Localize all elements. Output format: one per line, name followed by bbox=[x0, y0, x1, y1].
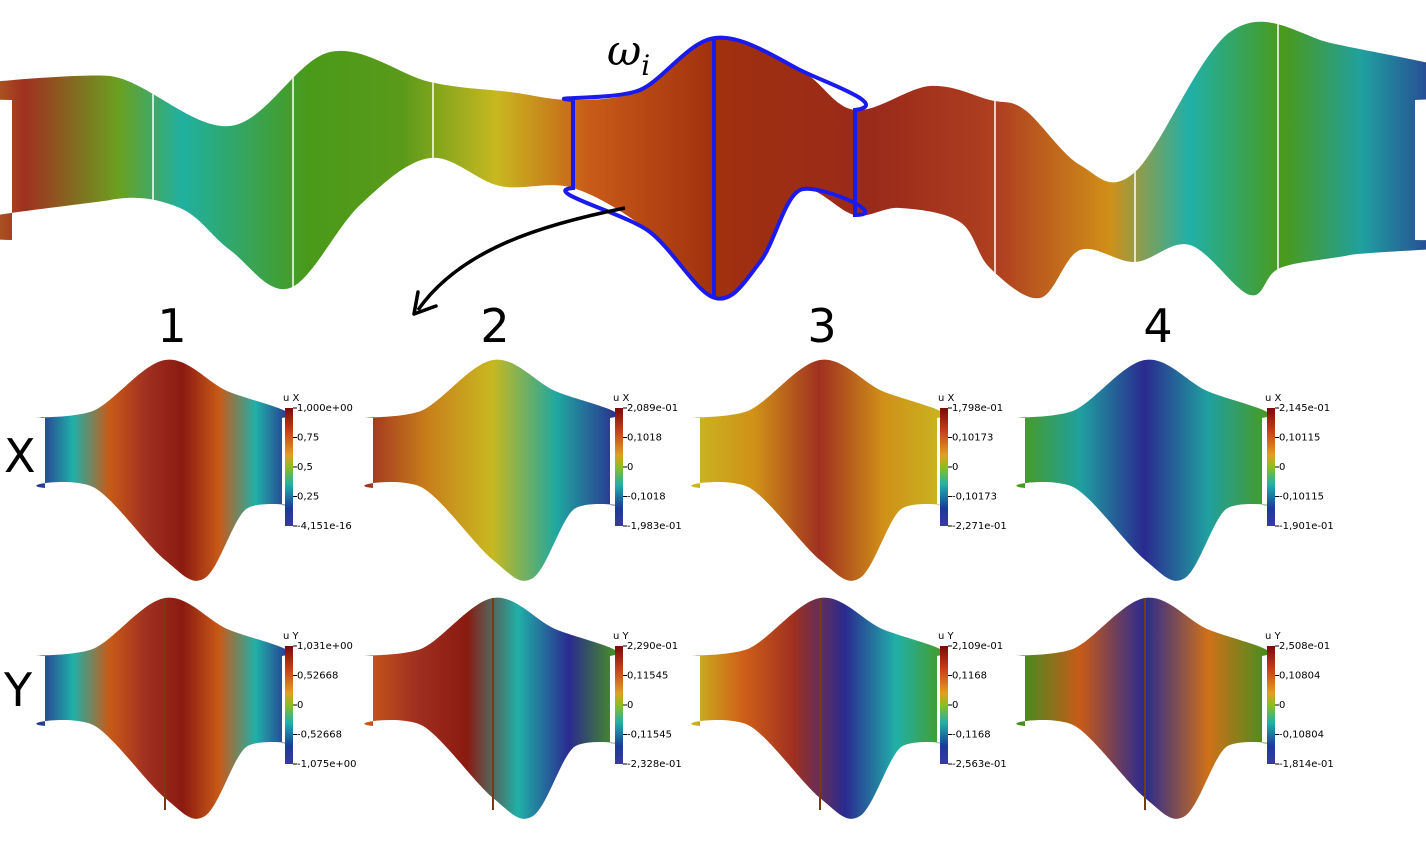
colorbar-tick-label: 0,1018 bbox=[627, 433, 662, 444]
colorbar-tick-label: -0,52668 bbox=[297, 730, 342, 741]
row-label: X bbox=[4, 429, 36, 483]
colorbar-tick-label: 0 bbox=[297, 700, 303, 711]
omega-label: ωi bbox=[607, 26, 650, 82]
row-label: Y bbox=[3, 663, 33, 717]
colorbar-tick-label: -1,814e-01 bbox=[1279, 759, 1334, 770]
colorbar-tick-label: 0 bbox=[952, 462, 958, 473]
colorbar-tick-label: -1,901e-01 bbox=[1279, 521, 1334, 532]
colorbar-title: u Y bbox=[283, 631, 300, 642]
colorbar bbox=[615, 408, 623, 526]
field-panel bbox=[691, 359, 948, 581]
colorbar-tick-label: 1,000e+00 bbox=[297, 403, 353, 414]
field-panel bbox=[1016, 359, 1273, 581]
colorbar-tick-label: 0 bbox=[1279, 462, 1285, 473]
colorbar-tick-label: 0,25 bbox=[297, 492, 319, 503]
colorbar-tick-label: -0,11545 bbox=[627, 730, 672, 741]
colorbar-tick-label: -1,075e+00 bbox=[297, 759, 357, 770]
colorbar-tick-label: 0 bbox=[952, 700, 958, 711]
colorbar-tick-label: 0,10804 bbox=[1279, 671, 1320, 682]
colorbar-tick-label: -1,983e-01 bbox=[627, 521, 682, 532]
colorbar-tick-label: -0,10173 bbox=[952, 492, 997, 503]
colorbar-tick-label: 0,10173 bbox=[952, 433, 993, 444]
colorbar bbox=[285, 408, 293, 526]
omega-symbol: ω bbox=[607, 26, 641, 75]
colorbar-tick-label: 2,290e-01 bbox=[627, 641, 678, 652]
colorbar-title: u X bbox=[1265, 393, 1282, 404]
colorbar-title: u X bbox=[938, 393, 955, 404]
colorbar-title: u X bbox=[613, 393, 630, 404]
colorbar-tick-label: 0 bbox=[627, 462, 633, 473]
colorbar bbox=[1267, 646, 1275, 764]
colorbar-tick-label: -2,328e-01 bbox=[627, 759, 682, 770]
colorbar-tick-label: -4,151e-16 bbox=[297, 521, 352, 532]
omega-subscript: i bbox=[641, 49, 650, 82]
colorbar-tick-label: -0,10804 bbox=[1279, 730, 1324, 741]
subdomain-outline bbox=[561, 35, 868, 301]
colorbar bbox=[940, 408, 948, 526]
field-panel bbox=[364, 359, 621, 581]
colorbar-tick-label: -2,271e-01 bbox=[952, 521, 1007, 532]
colorbar-tick-label: -2,563e-01 bbox=[952, 759, 1007, 770]
colorbar bbox=[1267, 408, 1275, 526]
colorbar-tick-label: 0,52668 bbox=[297, 671, 338, 682]
colorbar bbox=[615, 646, 623, 764]
colorbar-tick-label: 0 bbox=[1279, 700, 1285, 711]
colorbar-title: u Y bbox=[938, 631, 955, 642]
column-number: 2 bbox=[480, 299, 509, 353]
arrow-head bbox=[412, 290, 438, 316]
colorbar-title: u Y bbox=[613, 631, 630, 642]
colorbar-tick-label: -0,1168 bbox=[952, 730, 991, 741]
colorbar-tick-label: 1,798e-01 bbox=[952, 403, 1003, 414]
colorbar bbox=[285, 646, 293, 764]
column-number: 3 bbox=[807, 299, 836, 353]
arrow bbox=[416, 206, 626, 312]
colorbar-title: u Y bbox=[1265, 631, 1282, 642]
colorbar-tick-label: -0,10115 bbox=[1279, 492, 1324, 503]
colorbar-tick-label: 1,031e+00 bbox=[297, 641, 353, 652]
colorbar-tick-label: 0,5 bbox=[297, 462, 313, 473]
colorbar-tick-label: 0,11545 bbox=[627, 671, 668, 682]
colorbar-tick-label: 2,508e-01 bbox=[1279, 641, 1330, 652]
column-number: 4 bbox=[1143, 299, 1172, 353]
colorbar-tick-label: 0 bbox=[627, 700, 633, 711]
column-number: 1 bbox=[157, 299, 186, 353]
colorbar-tick-label: 0,10115 bbox=[1279, 433, 1320, 444]
colorbar-tick-label: 0,1168 bbox=[952, 671, 987, 682]
colorbar-tick-label: 2,145e-01 bbox=[1279, 403, 1330, 414]
colorbar-tick-label: 2,089e-01 bbox=[627, 403, 678, 414]
colorbar-title: u X bbox=[283, 393, 300, 404]
colorbar-tick-label: -0,1018 bbox=[627, 492, 666, 503]
colorbar-tick-label: 0,75 bbox=[297, 433, 319, 444]
colorbar-tick-label: 2,109e-01 bbox=[952, 641, 1003, 652]
field-panel bbox=[36, 359, 293, 581]
colorbar bbox=[940, 646, 948, 764]
